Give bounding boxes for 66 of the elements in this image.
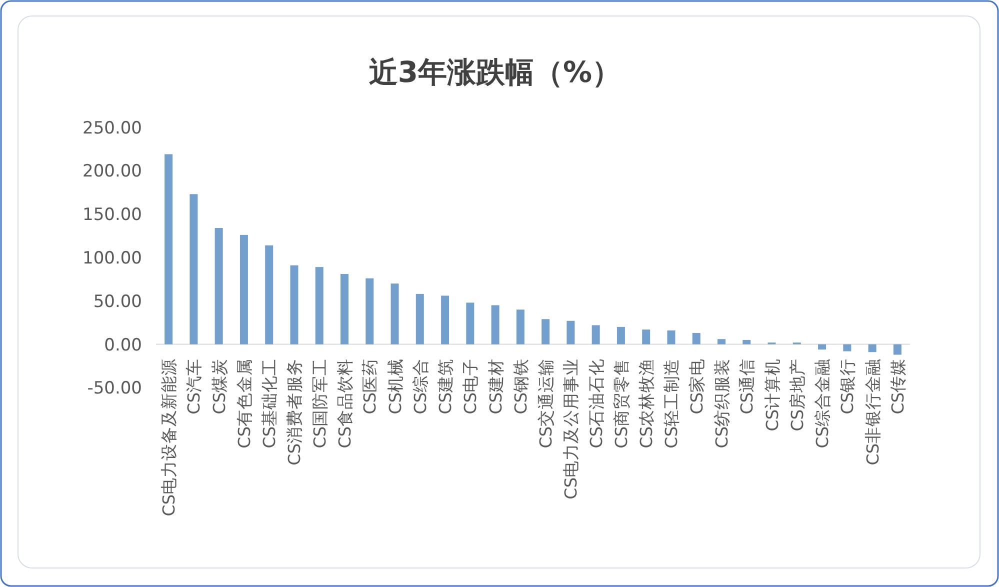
x-tick-label: CS家电 xyxy=(687,358,706,414)
x-tick-label: CS银行 xyxy=(838,358,858,414)
x-tick-label: CS商贸零售 xyxy=(612,358,631,448)
x-tick-label: CS机械 xyxy=(386,358,405,414)
bar xyxy=(542,319,550,344)
x-tick-label: CS石油石化 xyxy=(586,358,606,448)
bar xyxy=(416,294,424,344)
bar xyxy=(190,194,198,344)
bar xyxy=(340,274,348,344)
bar xyxy=(214,228,223,344)
x-tick-label: CS房地产 xyxy=(788,358,807,432)
x-tick-label: CS纺织服装 xyxy=(712,358,732,448)
bar xyxy=(265,245,274,344)
chart-title: 近3年涨跌幅（%） xyxy=(368,55,622,89)
bar xyxy=(566,320,575,344)
bar xyxy=(390,284,399,344)
bar xyxy=(818,344,826,350)
bar xyxy=(642,330,650,344)
bar xyxy=(315,267,324,344)
x-tick-label: CS农林牧渔 xyxy=(637,358,656,448)
bar xyxy=(893,344,902,355)
x-tick-label: CS电子 xyxy=(461,358,480,414)
x-tick-label: CS医药 xyxy=(360,358,380,414)
bar xyxy=(366,278,374,344)
x-tick-label: CS基础化工 xyxy=(260,358,280,448)
bar xyxy=(616,326,625,344)
bar xyxy=(868,344,876,352)
x-tick-label: CS传媒 xyxy=(888,358,908,414)
bar xyxy=(240,234,248,344)
x-tick-label: CS轻工制造 xyxy=(662,358,682,448)
y-tick-label: 50.00 xyxy=(93,292,142,312)
x-tick-label: CS通信 xyxy=(738,358,757,414)
bar xyxy=(592,325,600,344)
x-tick-label: CS电力设备及新能源 xyxy=(160,358,179,516)
bar xyxy=(491,305,500,344)
x-tick-label: CS综合金融 xyxy=(813,358,832,448)
bar xyxy=(667,330,676,344)
x-tick-label: CS国防军工 xyxy=(310,358,330,448)
x-tick-label: CS煤炭 xyxy=(210,358,229,414)
x-tick-label: CS电力及公用事业 xyxy=(562,358,581,500)
x-tick-label: CS交通运输 xyxy=(536,358,556,448)
y-tick-label: 0.00 xyxy=(104,335,142,356)
bar xyxy=(742,340,751,344)
bar xyxy=(692,333,700,344)
bar xyxy=(466,302,474,344)
x-tick-label: CS食品饮料 xyxy=(336,358,354,448)
bar xyxy=(164,154,173,344)
x-tick-label: CS建材 xyxy=(486,358,506,414)
x-tick-label: CS计算机 xyxy=(762,358,782,432)
y-tick-label: 150.00 xyxy=(82,205,142,226)
bar xyxy=(516,310,524,344)
x-tick-label: CS汽车 xyxy=(184,358,204,414)
x-tick-label: CS综合 xyxy=(410,358,430,414)
x-tick-label: CS有色金属 xyxy=(234,358,254,448)
y-tick-label: 200.00 xyxy=(82,162,142,182)
y-tick-label: -50.00 xyxy=(87,378,142,399)
x-tick-label: CS非银行金融 xyxy=(863,358,882,466)
bar xyxy=(441,296,450,344)
bar xyxy=(718,339,726,344)
x-tick-label: CS钢铁 xyxy=(511,358,530,414)
y-tick-label: 100.00 xyxy=(82,248,142,268)
bar xyxy=(843,344,852,352)
x-tick-label: CS建筑 xyxy=(436,358,456,414)
x-tick-label: CS消费者服务 xyxy=(285,358,304,466)
bar xyxy=(290,265,298,344)
y-tick-label: 250.00 xyxy=(82,118,142,138)
